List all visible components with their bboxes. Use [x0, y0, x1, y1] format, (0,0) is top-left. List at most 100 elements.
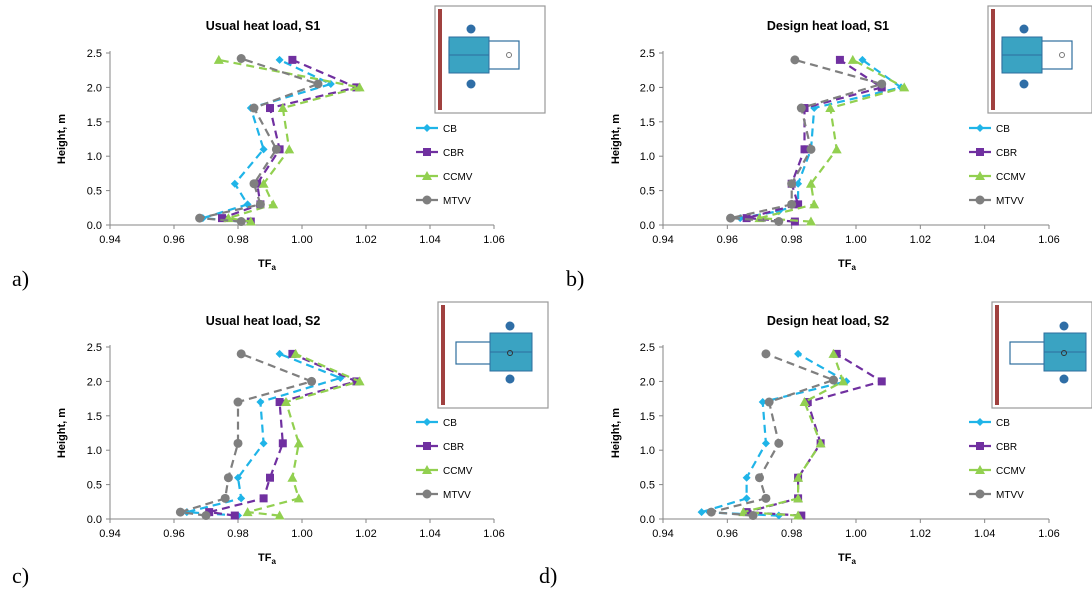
data-point-mtvv — [774, 438, 784, 448]
legend-label-cbr: CBR — [443, 442, 464, 453]
data-point-ccmv — [354, 82, 365, 92]
data-point-mtvv — [761, 493, 771, 503]
chart-title: Usual heat load, S2 — [206, 314, 321, 328]
legend-marker-cbr — [423, 442, 431, 450]
x-tick-label: 1.00 — [845, 528, 866, 540]
data-point-mtvv — [220, 493, 230, 503]
data-point-cbr — [218, 214, 226, 223]
series-line-cb — [186, 352, 344, 517]
series-line-ccmv — [218, 58, 360, 223]
legend-label-ccmv: CCMV — [443, 466, 473, 477]
x-tick-label: 1.00 — [291, 234, 312, 246]
series-mtvv — [195, 54, 323, 227]
y-tick-label: 1.0 — [87, 151, 102, 163]
x-tick-label: 0.94 — [99, 528, 120, 540]
data-point-mtvv — [249, 179, 259, 189]
legend-marker-cb — [423, 418, 431, 426]
legend-label-cb: CB — [996, 124, 1010, 135]
data-point-mtvv — [796, 103, 806, 113]
x-tick-label: 0.94 — [652, 234, 673, 246]
panel-label-a: a) — [12, 266, 30, 291]
y-tick-label: 2.0 — [87, 376, 102, 388]
data-point-mtvv — [175, 507, 185, 517]
data-point-mtvv — [236, 54, 246, 64]
data-point-cbr — [794, 200, 803, 209]
y-tick-label: 2.0 — [87, 82, 102, 94]
data-point-ccmv — [738, 507, 749, 517]
data-point-cb — [794, 179, 803, 188]
data-point-ccmv — [274, 510, 285, 520]
data-point-mtvv — [755, 473, 764, 483]
series-line-ccmv — [759, 58, 908, 223]
x-tick-label: 0.98 — [781, 234, 802, 246]
data-point-ccmv — [277, 103, 288, 113]
legend-label-cbr: CBR — [996, 148, 1017, 159]
x-tick-label: 0.96 — [163, 528, 184, 540]
data-point-mtvv — [271, 144, 281, 154]
data-point-ccmv — [793, 510, 804, 520]
legend-marker-mtvv — [422, 195, 432, 205]
legend-marker-ccmv — [975, 171, 985, 180]
legend: CB CBR CCMV MTVV — [416, 124, 473, 207]
series-mtvv — [706, 349, 838, 521]
x-axis-label-subscript: a — [852, 263, 857, 272]
legend-marker-cbr — [976, 442, 984, 450]
data-point-cbr — [205, 508, 214, 517]
data-point-cbr — [797, 511, 806, 520]
series-mtvv — [726, 55, 887, 227]
legend-label-cbr: CBR — [996, 442, 1017, 453]
legend-label-mtvv: MTVV — [996, 490, 1024, 501]
data-point-cbr — [877, 377, 886, 386]
data-point-mtvv — [313, 79, 323, 89]
x-axis-label: TFa — [838, 552, 856, 566]
inset-wall — [995, 305, 999, 405]
series-line-mtvv — [711, 352, 837, 517]
legend-marker-cb — [976, 124, 984, 132]
y-tick-label: 1.5 — [640, 117, 655, 129]
y-tick-label: 1.0 — [87, 445, 102, 457]
data-point-ccmv — [290, 348, 301, 358]
data-point-cb — [237, 494, 246, 503]
data-point-ccmv — [825, 103, 836, 113]
y-tick-label: 0.0 — [640, 514, 655, 526]
data-point-ccmv — [354, 376, 365, 386]
data-point-cb — [794, 349, 803, 358]
x-tick-label: 0.96 — [717, 234, 738, 246]
series-line-cbr — [208, 352, 360, 517]
y-axis-label: Height, m — [56, 408, 68, 458]
data-point-cbr — [288, 349, 297, 358]
data-point-mtvv — [233, 397, 243, 407]
x-axis-label: TFa — [838, 258, 856, 272]
chart-title: Design heat load, S2 — [767, 314, 889, 328]
x-tick-label: 0.96 — [717, 528, 738, 540]
data-point-ccmv — [847, 54, 858, 64]
legend-marker-mtvv — [975, 195, 985, 205]
series-line-cb — [202, 58, 334, 223]
chart-title: Usual heat load, S1 — [206, 19, 321, 33]
data-point-mtvv — [706, 507, 716, 517]
x-axis-label-subscript: a — [852, 557, 857, 566]
data-point-mtvv — [236, 217, 246, 227]
data-point-mtvv — [223, 473, 233, 483]
data-point-mtvv — [761, 349, 771, 359]
x-tick-label: 1.00 — [291, 528, 312, 540]
x-tick-label: 1.04 — [974, 234, 995, 246]
inset-sensor — [1059, 52, 1065, 58]
legend-marker-mtvv — [975, 489, 985, 499]
y-tick-label: 1.5 — [87, 117, 102, 129]
x-tick-label: 0.98 — [227, 234, 248, 246]
data-point-mtvv — [790, 55, 800, 65]
legend-label-ccmv: CCMV — [443, 172, 473, 183]
y-axis-label: Height, m — [610, 408, 622, 458]
data-point-ccmv — [258, 178, 269, 188]
y-tick-label: 1.0 — [640, 151, 655, 163]
series-cbr — [218, 55, 361, 226]
data-point-cb — [230, 179, 239, 188]
data-point-cbr — [742, 214, 751, 223]
data-point-mtvv — [233, 438, 243, 448]
data-point-cbr — [266, 104, 274, 113]
data-point-cbr — [266, 473, 274, 482]
y-tick-label: 0.5 — [87, 186, 102, 198]
series-ccmv — [213, 54, 365, 226]
data-point-ccmv — [245, 216, 256, 226]
